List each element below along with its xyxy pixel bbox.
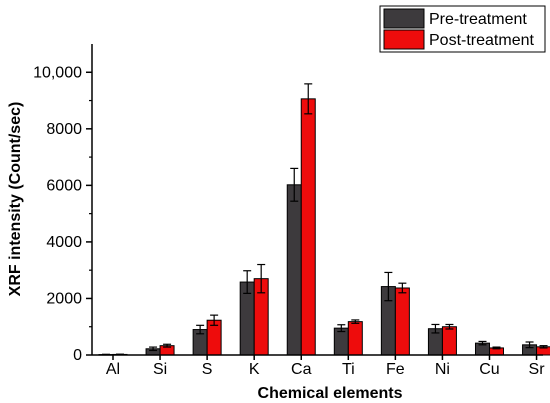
error-bar-pre-treatment-k <box>243 270 252 294</box>
error-bar-pre-treatment-si <box>149 346 158 352</box>
y-tick-label: 0 <box>73 347 82 364</box>
legend-label-post-treatment: Post-treatment <box>429 32 534 49</box>
bars-layer <box>98 98 550 356</box>
x-tick-label-fe: Fe <box>386 361 405 378</box>
error-bar-pre-treatment-s <box>196 324 205 335</box>
x-tick-label-s: S <box>202 361 213 378</box>
y-axis-title: XRF intensity (Count/sec) <box>7 102 24 297</box>
error-bar-post-treatment-si <box>163 343 172 348</box>
bar-post-treatment-ti <box>347 321 363 356</box>
x-tick-label-cu: Cu <box>479 361 499 378</box>
y-ticks-layer: 0 2000 4000 6000 8000 10,000 <box>33 64 92 364</box>
legend-swatch-pre-treatment <box>383 8 425 29</box>
x-tick-label-ca: Ca <box>291 361 312 378</box>
error-bar-post-treatment-fe <box>398 282 407 294</box>
x-axis-title: Chemical elements <box>258 385 403 402</box>
error-bar-post-treatment-cu <box>492 346 501 350</box>
x-tick-label-al: Al <box>106 361 120 378</box>
error-bar-pre-treatment-cu <box>478 340 487 346</box>
y-tick-label: 10,000 <box>33 64 82 81</box>
axes-layer <box>91 44 543 356</box>
y-tick-label: 2000 <box>46 290 82 307</box>
x-tick-label-k: K <box>249 361 260 378</box>
error-bar-post-treatment-k <box>257 263 266 294</box>
y-tick-label: 8000 <box>46 121 82 138</box>
legend-label-pre-treatment: Pre-treatment <box>429 11 527 28</box>
error-bar-pre-treatment-ni <box>431 323 440 334</box>
error-bar-post-treatment-ti <box>351 319 360 324</box>
bar-pre-treatment-ti <box>333 327 349 356</box>
error-bar-post-treatment-s <box>210 314 219 326</box>
legend-swatch-post-treatment <box>383 29 425 50</box>
x-tick-label-ti: Ti <box>342 361 355 378</box>
legend: Pre-treatment Post-treatment <box>379 5 546 53</box>
bar-post-treatment-fe <box>394 287 410 356</box>
y-tick-label: 4000 <box>46 234 82 251</box>
error-bars-layer <box>102 83 548 356</box>
x-tick-label-si: Si <box>153 361 167 378</box>
y-tick-label: 6000 <box>46 177 82 194</box>
error-bar-post-treatment-ca <box>304 83 313 115</box>
error-bar-post-treatment-ni <box>445 323 454 330</box>
error-bar-pre-treatment-ca <box>290 167 299 202</box>
bar-pre-treatment-ca <box>286 184 302 356</box>
error-bar-pre-treatment-sr <box>525 341 534 349</box>
x-ticks-layer: Al Si S K Ca Ti Fe Ni Cu Sr <box>106 355 545 378</box>
error-bar-pre-treatment-ti <box>337 324 346 333</box>
error-bar-pre-treatment-fe <box>384 271 393 302</box>
x-tick-label-sr: Sr <box>529 361 546 378</box>
error-bar-post-treatment-sr <box>539 345 548 349</box>
x-tick-label-ni: Ni <box>435 361 450 378</box>
bar-post-treatment-ni <box>441 326 457 356</box>
bar-post-treatment-ca <box>300 98 316 356</box>
